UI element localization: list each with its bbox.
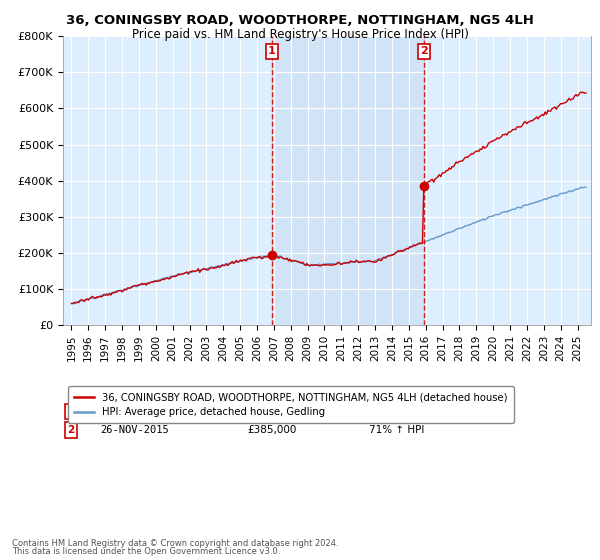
- Legend: 36, CONINGSBY ROAD, WOODTHORPE, NOTTINGHAM, NG5 4LH (detached house), HPI: Avera: 36, CONINGSBY ROAD, WOODTHORPE, NOTTINGH…: [68, 386, 514, 423]
- Text: 2: 2: [420, 46, 428, 57]
- Text: 36, CONINGSBY ROAD, WOODTHORPE, NOTTINGHAM, NG5 4LH: 36, CONINGSBY ROAD, WOODTHORPE, NOTTINGH…: [66, 14, 534, 27]
- Text: 71% ↑ HPI: 71% ↑ HPI: [369, 425, 425, 435]
- Text: £195,000: £195,000: [248, 407, 297, 416]
- Text: 1: 1: [268, 46, 275, 57]
- Text: Contains HM Land Registry data © Crown copyright and database right 2024.: Contains HM Land Registry data © Crown c…: [12, 539, 338, 548]
- Text: This data is licensed under the Open Government Licence v3.0.: This data is licensed under the Open Gov…: [12, 548, 280, 557]
- Text: Price paid vs. HM Land Registry's House Price Index (HPI): Price paid vs. HM Land Registry's House …: [131, 28, 469, 41]
- Text: 26-NOV-2015: 26-NOV-2015: [100, 425, 169, 435]
- Bar: [272, 36, 424, 325]
- Text: 4% ↓ HPI: 4% ↓ HPI: [369, 407, 418, 416]
- Text: £385,000: £385,000: [248, 425, 297, 435]
- Text: 10-NOV-2006: 10-NOV-2006: [100, 407, 169, 416]
- Text: 1: 1: [67, 407, 74, 416]
- Text: 2: 2: [67, 425, 74, 435]
